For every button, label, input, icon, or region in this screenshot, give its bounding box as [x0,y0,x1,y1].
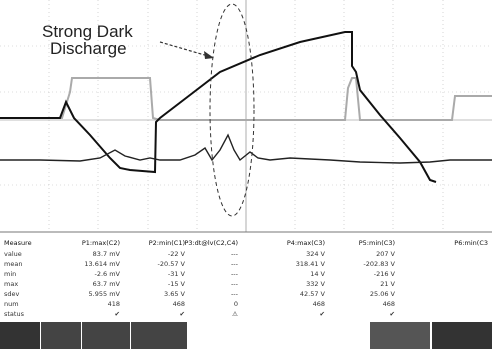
table-cell: 21 V [380,280,395,288]
scope-screen: Strong Dark Discharge MeasureP1:max(C2)P… [0,0,492,349]
table-header: P2:min(C1) [149,239,185,247]
table-cell: --- [231,290,239,298]
table-cell: 324 V [306,250,325,258]
row-label: num [4,300,19,308]
annotation-arrow [160,42,208,56]
table-header: P1:max(C2) [82,239,120,247]
table-cell: --- [231,250,239,258]
table-cell: -2.6 mV [94,270,120,278]
table-cell: 468 [313,300,325,308]
table-cell: --- [231,260,239,268]
row-label: value [4,250,22,258]
row-label: mean [4,260,22,268]
table-cell: 418 [108,300,120,308]
highlight-ellipse [210,4,254,216]
table-cell: 3.65 V [164,290,186,298]
table-cell: 0 [234,300,238,308]
table-cell: 14 V [310,270,325,278]
table-cell: ✔ [320,310,325,318]
table-header: Measure [4,239,32,247]
arrow-head [204,51,214,59]
table-cell: -20.57 V [158,260,186,268]
table-cell: --- [231,270,239,278]
table-cell: 5.955 mV [89,290,121,298]
table-cell: -15 V [168,280,186,288]
table-cell: -22 V [168,250,186,258]
table-cell: 25.06 V [370,290,396,298]
table-cell: 63.7 mV [93,280,121,288]
row-label: min [4,270,16,278]
table-cell: ✔ [115,310,120,318]
table-cell: ✔ [180,310,185,318]
table-cell: 468 [383,300,395,308]
table-header: P5:min(C3) [359,239,395,247]
annotation-text: Discharge [50,39,127,58]
table-cell: 42.57 V [300,290,326,298]
measure-table: Measure P1:max(C2) P2:min(C1)P3:dt@lv(C2,C… [4,239,488,318]
table-cell: ✔ [390,310,395,318]
row-label: sdev [4,290,20,298]
table-cell: 83.7 mV [93,250,121,258]
table-cell: -31 V [168,270,186,278]
table-cell: 332 V [306,280,325,288]
table-cell: -216 V [374,270,396,278]
table-header: P6:min(C3 [454,239,488,247]
row-label: max [4,280,18,288]
scope-display: Strong Dark Discharge MeasureP1:max(C2)P… [0,0,492,349]
table-cell: -202.83 V [363,260,395,268]
table-header: P3:dt@lv(C2,C4) [184,239,238,247]
row-label: status [4,310,25,318]
table-cell: ⚠ [232,310,238,318]
table-cell: 13.614 mV [84,260,120,268]
table-cell: --- [231,280,239,288]
table-cell: 318.41 V [296,260,326,268]
table-cell: 207 V [376,250,395,258]
table-header: P4:max(C3) [287,239,325,247]
status-bar [0,322,492,349]
table-cell: 468 [173,300,185,308]
